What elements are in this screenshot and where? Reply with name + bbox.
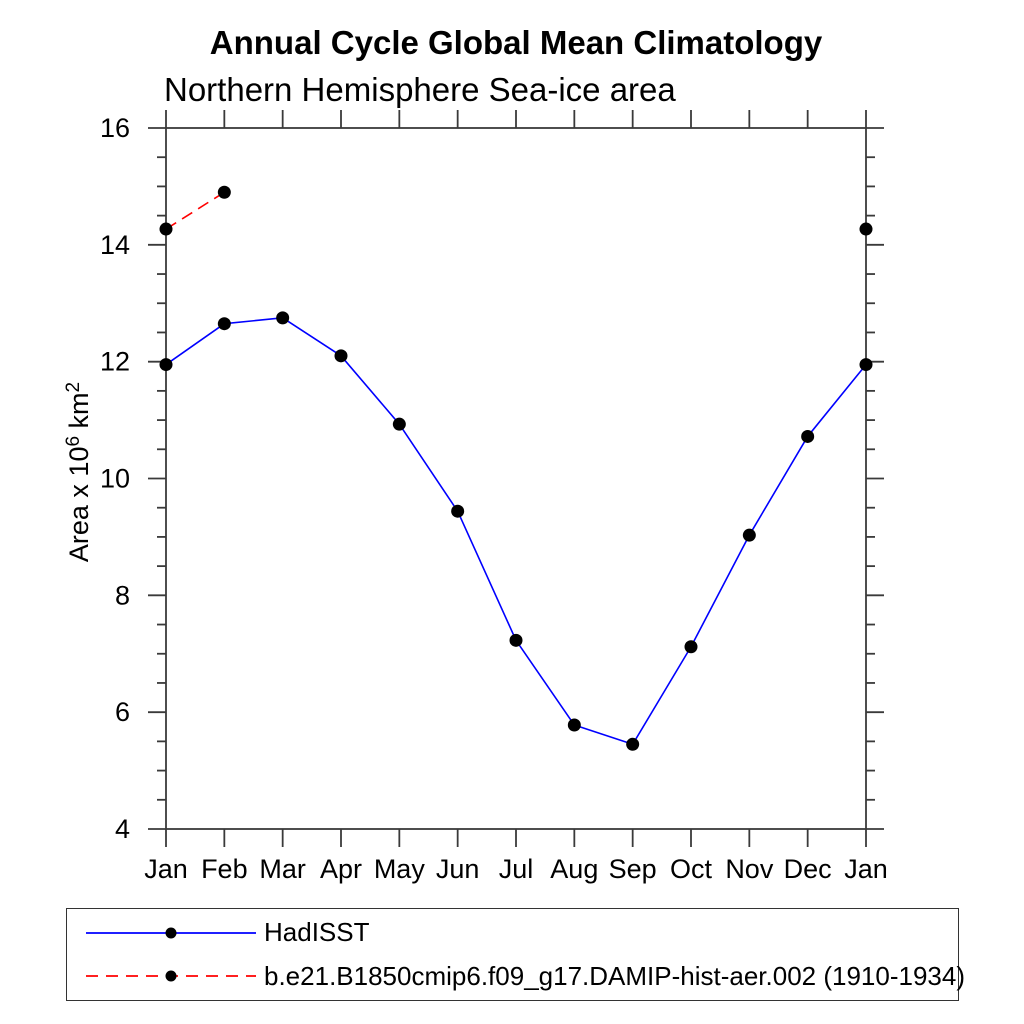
chart-title: Annual Cycle Global Mean Climatology (209, 24, 823, 61)
y-tick-label: 12 (100, 347, 130, 377)
y-axis: 4 6 8 10 12 14 16 (100, 113, 884, 844)
data-point-marker (509, 633, 523, 647)
data-point-marker (217, 317, 231, 331)
data-point-marker (392, 417, 406, 431)
data-point-marker (626, 737, 640, 751)
data-point-marker (859, 358, 873, 372)
data-point-marker (159, 222, 173, 236)
model-line-sample (86, 970, 256, 982)
legend-label-model: b.e21.B1850cmip6.f09_g17.DAMIP-hist-aer.… (264, 960, 965, 991)
model-series (159, 185, 873, 236)
data-point-marker (334, 349, 348, 363)
y-tick-label: 10 (100, 464, 130, 494)
x-tick-label: May (374, 854, 426, 884)
x-tick-label: Jun (436, 854, 480, 884)
x-tick-label: Mar (259, 854, 306, 884)
x-axis: Jan Feb Mar Apr May Jun Jul Aug Sep Oct Nov Dec Jan (144, 110, 888, 884)
data-point-marker (567, 718, 581, 732)
x-tick-label: Apr (320, 854, 362, 884)
data-point-marker (159, 358, 173, 372)
x-tick-label: Feb (201, 854, 248, 884)
plot-frame (165, 127, 867, 830)
x-tick-label: Jan (144, 854, 188, 884)
hadisst-line-sample (86, 927, 256, 939)
model-line (165, 191, 225, 230)
data-point-marker (859, 222, 873, 236)
plot-area: Jan Feb Mar Apr May Jun Jul Aug Sep Oct Nov Dec Jan 4… (63, 110, 888, 884)
data-point-marker (217, 185, 231, 199)
chart-subtitle: Northern Hemisphere Sea-ice area (164, 71, 676, 108)
data-point-marker (451, 504, 465, 518)
data-point-marker (276, 311, 290, 325)
data-point-marker (742, 528, 756, 542)
x-tick-label: Oct (670, 854, 713, 884)
y-tick-label: 16 (100, 113, 130, 143)
y-axis-title: Area x 106 km2 (63, 382, 94, 562)
legend-item-hadisst: HadISST (67, 912, 958, 954)
hadisst-line (165, 317, 867, 746)
x-tick-label: Sep (609, 854, 657, 884)
y-tick-label: 14 (100, 230, 130, 260)
legend-item-model: b.e21.B1850cmip6.f09_g17.DAMIP-hist-aer.… (67, 955, 965, 997)
data-point-marker (801, 429, 815, 443)
legend-box: HadISST b.e21.B1850cmip6.f09_g17.DAMIP-h… (66, 908, 965, 1001)
legend-label-hadisst: HadISST (264, 917, 370, 948)
x-tick-label: Nov (725, 854, 774, 884)
y-tick-label: 4 (115, 814, 130, 844)
x-tick-label: Jan (844, 854, 888, 884)
x-tick-label: Jul (499, 854, 534, 884)
y-tick-label: 8 (115, 580, 130, 610)
hadisst-series (159, 311, 873, 751)
data-point-marker (684, 640, 698, 654)
x-tick-label: Aug (550, 854, 598, 884)
x-tick-label: Dec (784, 854, 832, 884)
y-tick-label: 6 (115, 697, 130, 727)
